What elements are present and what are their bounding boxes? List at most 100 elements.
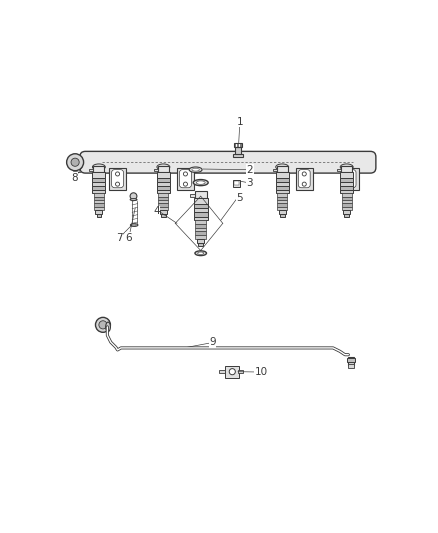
Bar (340, 172, 353, 177)
Bar (157, 177, 170, 182)
Bar (157, 172, 170, 177)
Bar (195, 224, 206, 228)
Circle shape (229, 369, 235, 375)
Circle shape (67, 154, 84, 171)
Bar (342, 168, 359, 190)
Bar (343, 210, 350, 214)
Text: 5: 5 (237, 193, 243, 203)
Circle shape (116, 172, 120, 176)
Text: 9: 9 (209, 337, 216, 347)
Text: 7: 7 (116, 233, 123, 243)
FancyBboxPatch shape (80, 151, 376, 173)
Ellipse shape (195, 251, 206, 256)
Bar (158, 207, 169, 210)
Bar (92, 172, 105, 177)
Text: 10: 10 (254, 367, 268, 377)
Circle shape (116, 182, 120, 186)
Bar (277, 203, 287, 207)
FancyBboxPatch shape (112, 169, 124, 188)
Bar (94, 207, 104, 210)
Bar (198, 243, 203, 246)
Bar (161, 214, 166, 217)
Text: 8: 8 (71, 173, 78, 182)
Bar (276, 177, 289, 182)
FancyBboxPatch shape (344, 169, 356, 188)
Ellipse shape (130, 199, 137, 200)
FancyBboxPatch shape (158, 166, 169, 172)
Bar (158, 193, 169, 197)
Bar (94, 200, 104, 203)
Bar (344, 214, 349, 217)
Circle shape (99, 321, 107, 329)
Bar (94, 203, 104, 207)
Bar (194, 198, 208, 204)
Bar (160, 210, 167, 214)
Bar (194, 208, 208, 212)
Bar (342, 193, 352, 197)
Text: 1: 1 (237, 117, 243, 126)
Bar (342, 203, 352, 207)
Bar (157, 185, 170, 190)
Text: 2: 2 (247, 165, 253, 175)
Ellipse shape (189, 167, 202, 172)
Bar (277, 193, 287, 197)
Ellipse shape (196, 181, 205, 184)
FancyBboxPatch shape (277, 166, 288, 172)
FancyBboxPatch shape (195, 191, 207, 198)
Bar (92, 190, 105, 193)
Text: 4: 4 (153, 206, 160, 216)
Bar (235, 147, 241, 154)
Bar (234, 181, 239, 185)
Bar (94, 197, 104, 200)
FancyBboxPatch shape (180, 169, 191, 188)
Bar (195, 228, 206, 231)
Ellipse shape (92, 164, 105, 170)
Bar (197, 239, 205, 243)
Bar (96, 214, 101, 217)
Bar (191, 194, 195, 197)
Ellipse shape (157, 164, 170, 170)
Bar (158, 200, 169, 203)
Bar (342, 197, 352, 200)
Text: 3: 3 (247, 177, 253, 188)
Bar (276, 172, 289, 177)
Bar (195, 231, 206, 235)
Bar (342, 200, 352, 203)
Ellipse shape (192, 168, 199, 171)
Ellipse shape (132, 224, 136, 225)
Bar (233, 180, 240, 187)
Bar (337, 168, 341, 172)
Circle shape (71, 158, 79, 166)
Bar (195, 221, 206, 224)
Bar (92, 182, 105, 185)
Bar (194, 204, 208, 208)
Ellipse shape (276, 164, 289, 170)
Bar (273, 168, 277, 172)
Bar (233, 154, 243, 157)
Bar (194, 212, 208, 217)
Bar (280, 214, 285, 217)
Bar (277, 200, 287, 203)
FancyBboxPatch shape (225, 366, 239, 378)
Bar (89, 168, 93, 172)
Bar (340, 182, 353, 185)
Bar (95, 210, 102, 214)
Ellipse shape (193, 180, 208, 185)
Circle shape (348, 172, 352, 176)
Ellipse shape (106, 322, 110, 332)
Bar (340, 177, 353, 182)
Bar (154, 168, 158, 172)
Bar (277, 207, 287, 210)
Bar (279, 210, 286, 214)
Bar (177, 168, 194, 190)
Circle shape (348, 182, 352, 186)
Bar (158, 197, 169, 200)
Circle shape (302, 182, 306, 186)
Bar (348, 358, 354, 365)
FancyBboxPatch shape (93, 166, 104, 172)
Text: 6: 6 (125, 233, 132, 243)
Bar (296, 168, 313, 190)
Bar (195, 235, 206, 239)
Bar (276, 182, 289, 185)
Bar (94, 193, 104, 197)
